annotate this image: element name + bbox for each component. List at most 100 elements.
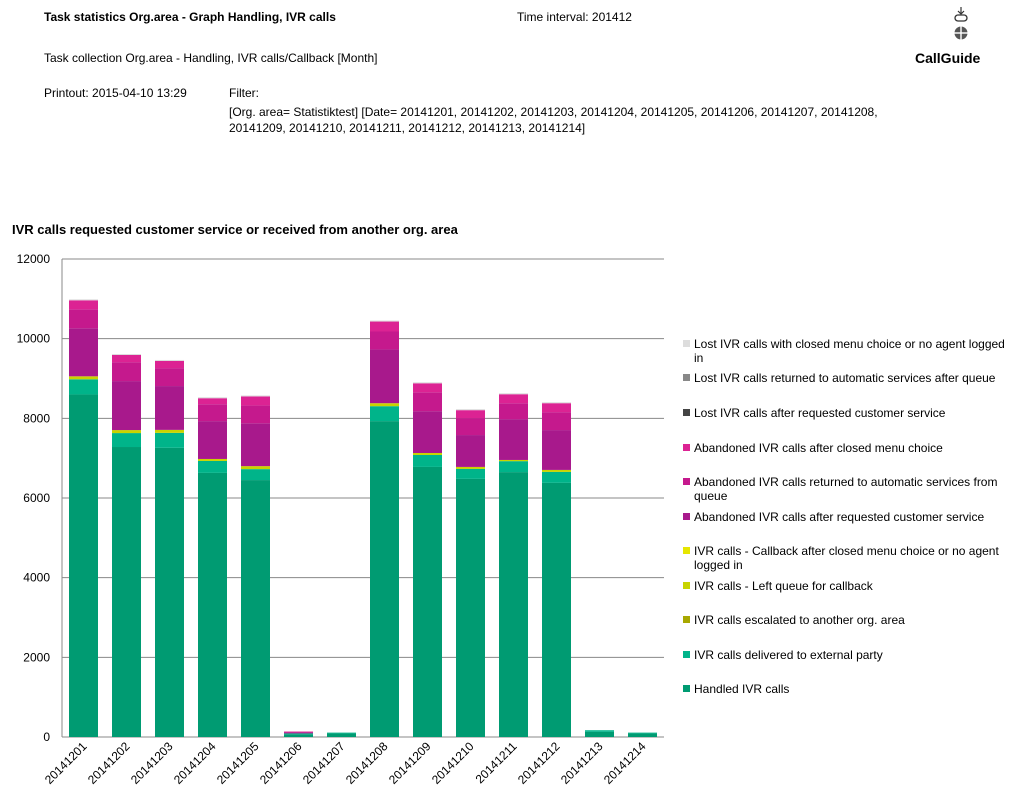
bar-segment (542, 412, 571, 431)
y-tick-label: 8000 (23, 411, 50, 425)
bar-segment (155, 429, 184, 433)
bar-segment (370, 320, 399, 322)
bar-segment (198, 404, 227, 422)
x-tick-label: 20141205 (214, 739, 262, 787)
bar-segment (198, 397, 227, 399)
legend-swatch (683, 651, 690, 658)
bar-segment (499, 461, 528, 473)
bar-segment (112, 354, 141, 355)
bar-segment (456, 410, 485, 419)
bar-segment (413, 392, 442, 412)
bar-segment (542, 430, 571, 470)
bar-segment (499, 394, 528, 404)
bar-segment (155, 368, 184, 387)
x-tick-label: 20141206 (257, 739, 305, 787)
y-tick-label: 2000 (23, 650, 50, 664)
bar-segment (69, 300, 98, 310)
bar-segment (198, 421, 227, 459)
bar-segment (327, 733, 356, 737)
legend-label: IVR calls - Left queue for callback (694, 579, 873, 593)
bar-segment (413, 454, 442, 467)
bar-segment (370, 421, 399, 737)
bar-segment (155, 432, 184, 448)
bar-segment (155, 447, 184, 737)
bar-segment (370, 349, 399, 404)
bar-segment (241, 466, 270, 470)
printout-date: Printout: 2015-04-10 13:29 (44, 86, 187, 100)
bar-segment (370, 403, 399, 407)
x-tick-label: 20141202 (85, 739, 133, 787)
bar-segment (413, 452, 442, 455)
bar-segment (284, 731, 313, 733)
bar-segment (542, 471, 571, 483)
bar-segment (69, 299, 98, 301)
bar-segment (69, 394, 98, 737)
bar-segment (198, 460, 227, 473)
legend-label: Handled IVR calls (694, 682, 790, 696)
x-tick-label: 20141203 (128, 739, 176, 787)
y-tick-label: 10000 (17, 332, 51, 346)
bar-segment (370, 321, 399, 332)
legend-label: Lost IVR calls with closed menu choice o… (694, 337, 1005, 365)
legend-swatch (683, 616, 690, 623)
x-tick-label: 20141212 (515, 739, 563, 787)
legend-label: Lost IVR calls returned to automatic ser… (694, 371, 996, 385)
bar-segment (155, 359, 184, 361)
bar-segment (155, 360, 184, 369)
bar-segment (69, 376, 98, 380)
bar-segment (456, 409, 485, 411)
bar-segment (456, 418, 485, 436)
legend-swatch (683, 582, 690, 589)
bar-segment (370, 406, 399, 422)
bar-segment (499, 459, 528, 462)
bar-segment (370, 331, 399, 350)
x-tick-label: 20141214 (601, 739, 649, 787)
callguide-logo-text: CallGuide (915, 50, 981, 66)
bar-segment (413, 382, 442, 384)
bar-segment (241, 405, 270, 424)
y-tick-label: 6000 (23, 491, 50, 505)
legend-swatch (683, 547, 690, 554)
bar-segment (542, 469, 571, 472)
y-tick-label: 0 (43, 730, 50, 744)
legend-swatch (683, 409, 690, 416)
bar-segment (413, 466, 442, 737)
bar-segment (69, 379, 98, 395)
bar-segment (241, 469, 270, 481)
legend-label: Abandoned IVR calls after closed menu ch… (694, 441, 943, 455)
bar-segment (69, 309, 98, 329)
callguide-logo-icon (954, 7, 968, 40)
bar-segment (499, 393, 528, 395)
x-tick-label: 20141213 (558, 739, 606, 787)
x-tick-label: 20141208 (343, 739, 391, 787)
bar-segment (112, 447, 141, 737)
chart-title: IVR calls requested customer service or … (12, 222, 458, 237)
bar-segment (241, 396, 270, 406)
bar-segment (542, 482, 571, 737)
bar-segment (413, 411, 442, 453)
bar-segment (69, 328, 98, 377)
bar-segment (456, 466, 485, 469)
legend-label: IVR calls escalated to another org. area (694, 613, 905, 627)
bar-segment (198, 458, 227, 461)
legend-swatch (683, 513, 690, 520)
bar-segment (499, 403, 528, 420)
bar-segment (456, 468, 485, 479)
bar-segment (499, 472, 528, 737)
x-tick-label: 20141204 (171, 739, 219, 787)
bar-segment (542, 403, 571, 413)
time-interval: Time interval: 201412 (517, 10, 632, 24)
legend-swatch (683, 478, 690, 485)
legend-label: Abandoned IVR calls returned to automati… (694, 475, 998, 503)
x-tick-label: 20141210 (429, 739, 477, 787)
legend-swatch (683, 340, 690, 347)
bar-segment (628, 733, 657, 737)
legend-label: IVR calls delivered to external party (694, 648, 883, 662)
bar-segment (456, 435, 485, 467)
filter-label: Filter: (229, 86, 259, 100)
bar-segment (112, 354, 141, 363)
legend-label: Abandoned IVR calls after requested cust… (694, 510, 985, 524)
task-collection: Task collection Org.area - Handling, IVR… (44, 51, 378, 65)
